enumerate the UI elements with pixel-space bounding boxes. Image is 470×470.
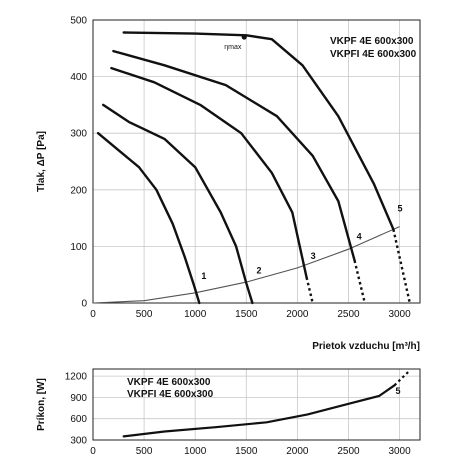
power-x-tick-label: 2500 xyxy=(337,446,360,457)
pressure-curve-3-dashed xyxy=(305,277,314,304)
pressure-model-label: VKPFI 4E 600x300 xyxy=(330,49,417,60)
pressure-y-tick-label: 300 xyxy=(70,129,87,140)
pressure-x-tick-label: 1000 xyxy=(184,309,207,320)
power-x-tick-label: 0 xyxy=(90,446,96,457)
pressure-x-tick-label: 1500 xyxy=(235,309,258,320)
pressure-curve-label-3: 3 xyxy=(311,251,316,261)
pressure-curve-label-4: 4 xyxy=(357,232,362,242)
pressure-curve-3 xyxy=(110,66,308,279)
pressure-y-axis-title: Tlak, ΔP [Pa] xyxy=(36,131,47,192)
pressure-eta-max-label: ηmax xyxy=(224,44,242,51)
power-x-tick-label: 500 xyxy=(136,446,153,457)
pressure-plot-frame xyxy=(92,19,421,304)
pressure-x-tick-label: 3000 xyxy=(388,309,411,320)
power-curve-5 xyxy=(122,384,396,438)
pressure-curve-5-dashed xyxy=(392,229,411,304)
pressure-x-tick-label: 0 xyxy=(90,309,96,320)
power-y-axis-title: Príkon, [W] xyxy=(36,378,47,431)
pressure-x-axis-title: Prietok vzduchu [m³/h] xyxy=(312,341,420,352)
power-model-label: VKPFI 4E 600x300 xyxy=(127,389,214,400)
power-x-tick-label: 2000 xyxy=(286,446,309,457)
power-x-tick-label: 1000 xyxy=(184,446,207,457)
power-model-label: VKPF 4E 600x300 xyxy=(127,377,211,388)
pressure-x-tick-label: 500 xyxy=(136,309,153,320)
pressure-curve-5 xyxy=(122,31,395,231)
pressure-x-tick-label: 2500 xyxy=(337,309,360,320)
pressure-curve-2 xyxy=(102,103,254,305)
pressure-x-tick-label: 2000 xyxy=(286,309,309,320)
power-y-tick-label: 600 xyxy=(70,414,87,425)
pressure-curve-label-5: 5 xyxy=(398,203,403,213)
power-y-tick-label: 1200 xyxy=(65,372,88,383)
pressure-y-tick-label: 0 xyxy=(81,299,87,310)
power-y-tick-label: 300 xyxy=(70,436,87,447)
pressure-y-tick-label: 500 xyxy=(70,16,87,27)
pressure-y-tick-label: 100 xyxy=(70,242,87,253)
power-plot-frame xyxy=(92,368,421,441)
pressure-curve-label-2: 2 xyxy=(257,266,262,276)
pressure-curve-4 xyxy=(112,49,356,262)
pressure-y-tick-label: 200 xyxy=(70,185,87,196)
pressure-curve-label-1: 1 xyxy=(201,271,206,281)
power-curve-label-5: 5 xyxy=(395,386,400,396)
power-x-tick-label: 1500 xyxy=(235,446,258,457)
power-x-tick-label: 3000 xyxy=(388,446,411,457)
pressure-curve-4-dashed xyxy=(353,260,366,304)
pressure-curve-1 xyxy=(96,132,201,305)
power-curve-5-dashed xyxy=(393,369,411,387)
pressure-y-tick-label: 400 xyxy=(70,72,87,83)
power-y-tick-label: 900 xyxy=(70,393,87,404)
pressure-eta-max-marker xyxy=(241,34,247,40)
pressure-model-label: VKPF 4E 600x300 xyxy=(330,36,414,47)
